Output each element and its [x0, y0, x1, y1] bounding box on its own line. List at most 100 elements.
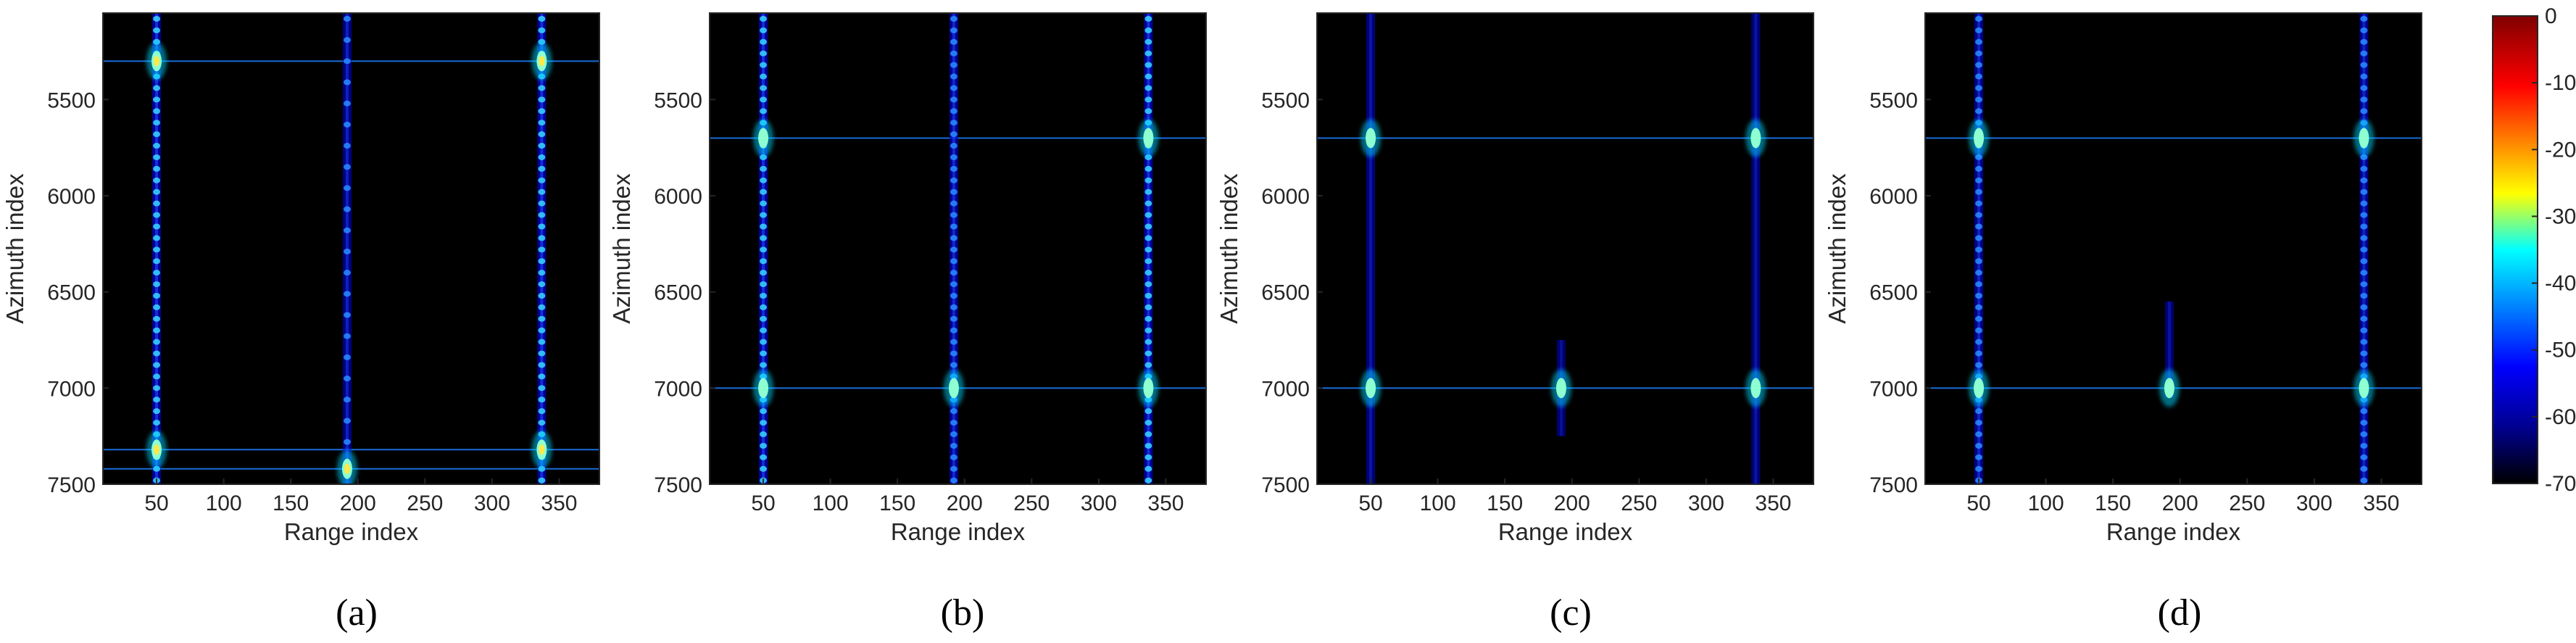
sidelobe-dot: [2360, 304, 2368, 310]
x-tick-label: 100: [2028, 491, 2064, 515]
sidelobe-dot: [343, 312, 351, 318]
sidelobe-dot: [1975, 270, 1983, 276]
sidelobe-dot: [153, 200, 161, 207]
sidelobe-dot: [1144, 362, 1152, 368]
target-point: [758, 378, 769, 399]
target-point: [1750, 378, 1761, 399]
sidelobe-dot: [153, 362, 161, 368]
sidelobe-dot: [1975, 188, 1983, 195]
target-point: [948, 378, 959, 399]
sidelobe-dot: [950, 293, 957, 299]
colorbar-tick-label: -30: [2545, 204, 2576, 228]
sidelobe-dot: [760, 85, 768, 91]
sidelobe-dot: [343, 354, 351, 360]
sidelobe-dot: [950, 350, 957, 357]
sidelobe-dot: [2360, 85, 2368, 91]
sidelobe-dot: [1144, 293, 1152, 299]
sidelobe-dot: [153, 258, 161, 265]
sidelobe-dot: [760, 62, 768, 68]
y-tick-label: 6000: [47, 185, 96, 209]
y-tick-label: 7500: [654, 473, 702, 497]
sidelobe-dot: [950, 339, 957, 345]
panel-caption: (b): [941, 592, 985, 634]
x-tick-label: 300: [1081, 491, 1117, 515]
colorbar-tick-label: -50: [2545, 339, 2576, 362]
sidelobe-dot: [343, 164, 351, 170]
sidelobe-dot: [1975, 327, 1983, 333]
sidelobe-dot: [343, 79, 351, 86]
sidelobe-dot: [1975, 200, 1983, 207]
target-point: [1555, 378, 1566, 399]
x-tick-label: 250: [407, 491, 443, 515]
sidelobe-dot: [538, 281, 546, 288]
sidelobe-dot: [950, 258, 957, 265]
sidelobe-dot: [760, 108, 768, 115]
y-tick-label: 7000: [47, 377, 96, 401]
x-axis-label: Range index: [284, 518, 419, 545]
sidelobe-dot: [950, 270, 957, 276]
sidelobe-dot: [950, 38, 957, 45]
sidelobe-dot: [343, 227, 351, 233]
sidelobe-dot: [1144, 304, 1152, 310]
colorbar-tick-label: -40: [2545, 272, 2576, 296]
y-tick-label: 7000: [1869, 377, 1918, 401]
sidelobe-dot: [760, 431, 768, 438]
target-peak: [539, 444, 545, 455]
sidelobe-dot: [760, 38, 768, 45]
sidelobe-dot: [2360, 293, 2368, 299]
x-axis-label: Range index: [891, 518, 1026, 545]
sidelobe-dot: [1144, 108, 1152, 115]
sidelobe-dot: [760, 177, 768, 183]
sidelobe-dot: [343, 37, 351, 43]
sidelobe-dot: [538, 96, 546, 103]
sidelobe-dot: [1975, 442, 1983, 449]
sidelobe-dot: [538, 339, 546, 345]
sidelobe-dot: [2360, 200, 2368, 207]
sidelobe-dot: [2360, 38, 2368, 45]
sidelobe-dot: [1144, 270, 1152, 276]
sidelobe-dot: [950, 431, 957, 438]
sidelobe-dot: [153, 85, 161, 91]
x-tick-label: 100: [813, 491, 849, 515]
sidelobe-dot: [343, 121, 351, 128]
sidelobe-dot: [2360, 108, 2368, 115]
sidelobe-dot: [760, 96, 768, 103]
sidelobe-dot: [1144, 350, 1152, 357]
sidelobe-dot: [2360, 188, 2368, 195]
sidelobe-dot: [153, 131, 161, 138]
y-axis-label: Azimuth index: [1216, 173, 1242, 324]
sidelobe-dot: [950, 200, 957, 207]
sidelobe-dot: [1975, 293, 1983, 299]
sidelobe-dot: [1144, 62, 1152, 68]
y-tick-label: 7500: [1261, 473, 1310, 497]
x-tick-label: 200: [340, 491, 376, 515]
sidelobe-dot: [950, 454, 957, 460]
y-tick-label: 5500: [47, 88, 96, 112]
sidelobe-dot: [1144, 223, 1152, 230]
sidelobe-dot: [153, 373, 161, 380]
sidelobe-dot: [2360, 408, 2368, 415]
target-point: [1750, 128, 1761, 149]
sidelobe-dot: [950, 362, 957, 368]
sidelobe-dot: [2360, 454, 2368, 460]
sidelobe-dot: [760, 15, 768, 22]
sidelobe-dot: [1975, 27, 1983, 33]
sidelobe-dot: [1144, 96, 1152, 103]
sidelobe-dot: [538, 350, 546, 357]
sidelobe-dot: [2360, 362, 2368, 368]
sidelobe-dot: [950, 85, 957, 91]
sidelobe-dot: [2360, 281, 2368, 288]
sidelobe-dot: [538, 327, 546, 333]
sidelobe-dot: [950, 165, 957, 172]
sidelobe-dot: [950, 50, 957, 57]
sidelobe-dot: [1975, 108, 1983, 115]
target-point: [2164, 378, 2174, 399]
sidelobe-dot: [760, 293, 768, 299]
y-tick-label: 7000: [1261, 377, 1310, 401]
y-tick-label: 5500: [1869, 88, 1918, 112]
x-tick-label: 200: [947, 491, 983, 515]
x-tick-label: 250: [1621, 491, 1657, 515]
sidelobe-dot: [760, 50, 768, 57]
sidelobe-dot: [950, 281, 957, 288]
sidelobe-dot: [1144, 177, 1152, 183]
